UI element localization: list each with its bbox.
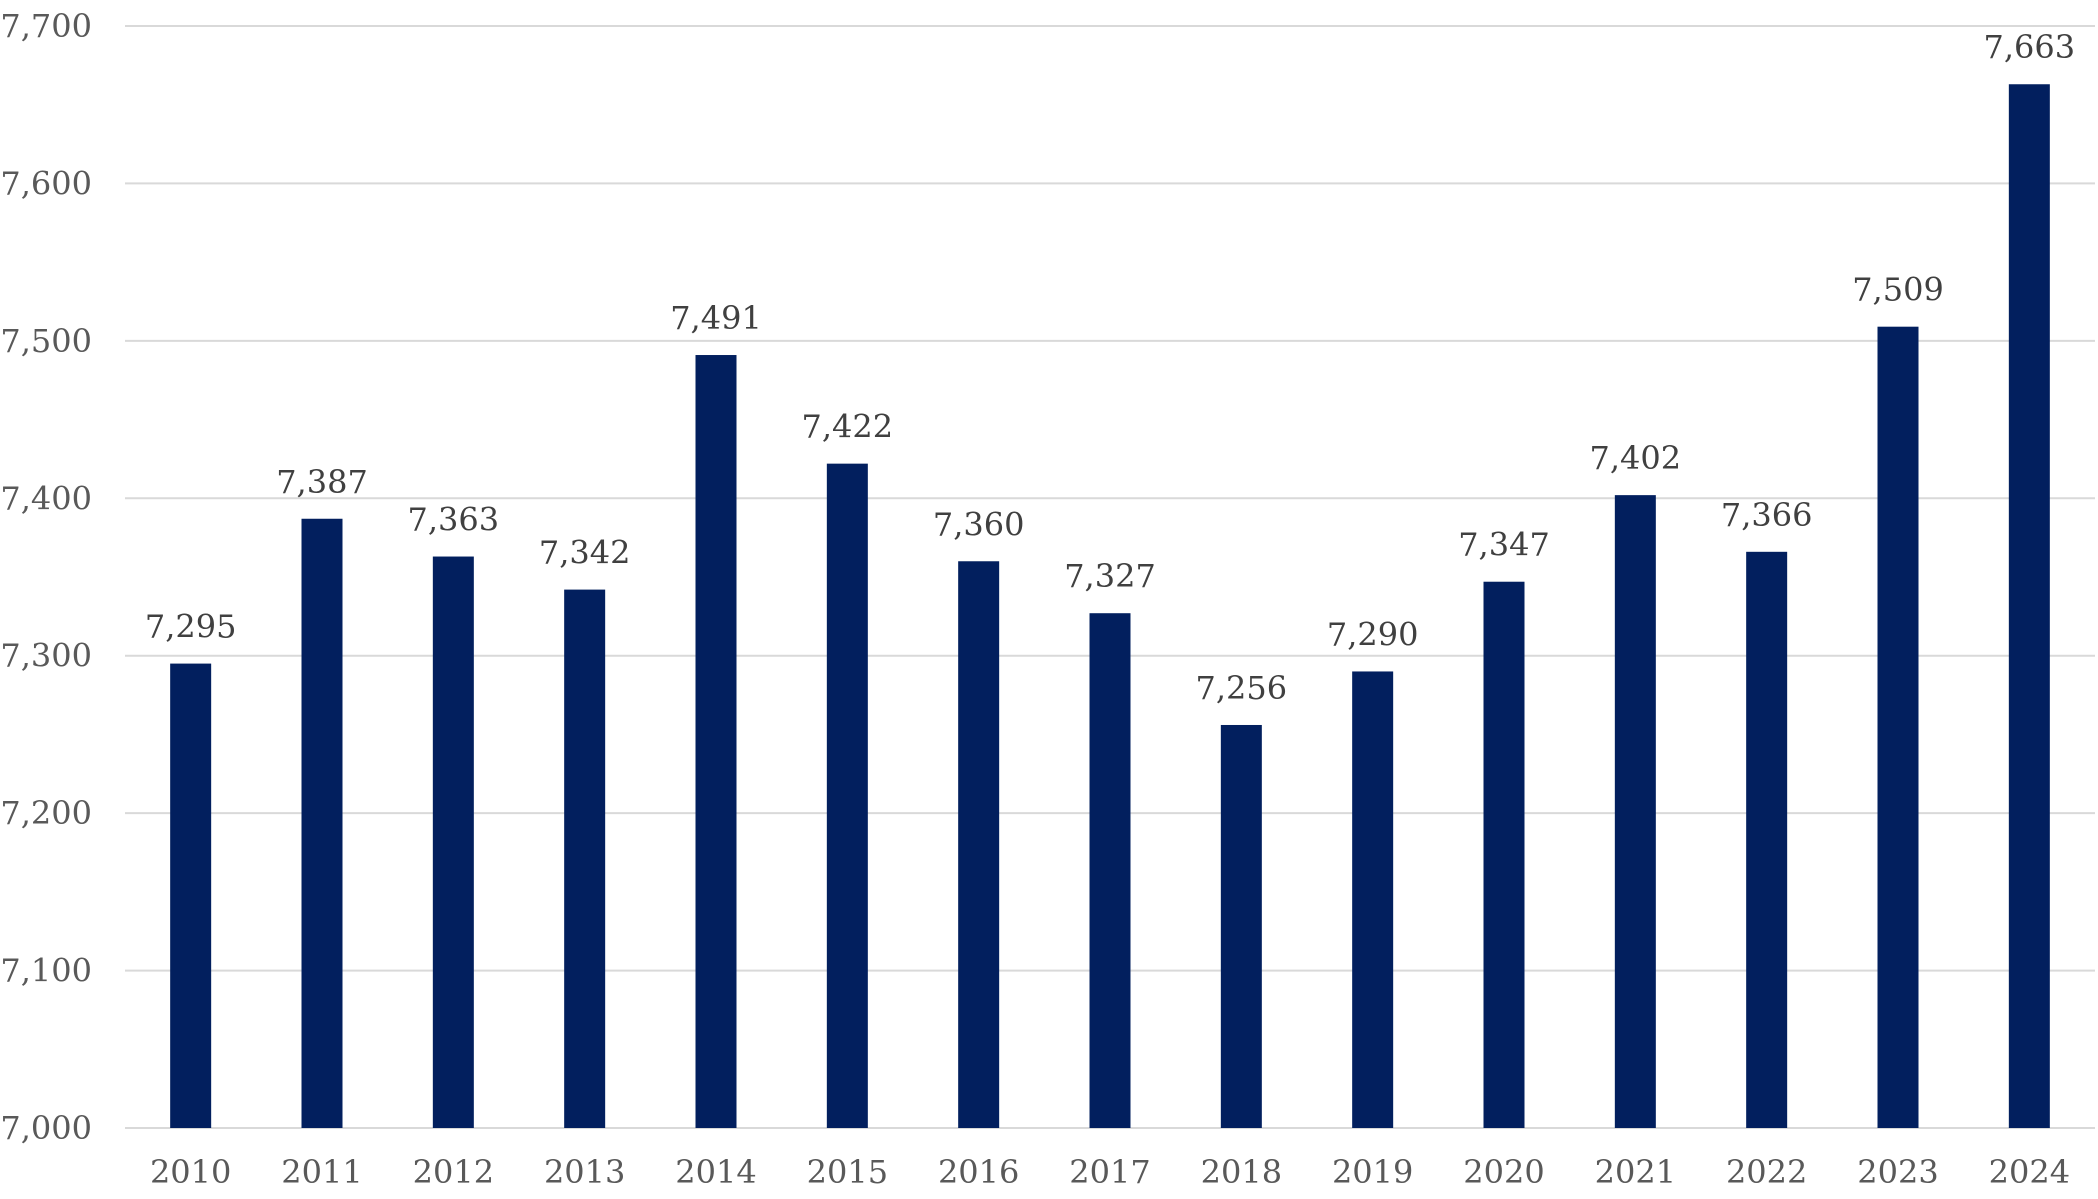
data-label-2024: 7,663 — [1984, 28, 2076, 66]
bar-2021 — [1614, 495, 1656, 1128]
bar-2017 — [1089, 613, 1131, 1128]
data-label-2014: 7,491 — [670, 299, 762, 337]
bar-2024 — [2008, 84, 2050, 1129]
bar-2023 — [1877, 326, 1919, 1128]
x-tick-label-2010: 2010 — [150, 1153, 231, 1191]
x-tick-label-2022: 2022 — [1726, 1153, 1807, 1191]
x-tick-label-2018: 2018 — [1201, 1153, 1282, 1191]
data-label-2020: 7,347 — [1458, 526, 1550, 564]
data-label-2010: 7,295 — [145, 608, 237, 646]
bar-2010 — [170, 663, 212, 1128]
data-labels: 7,295 7,387 7,363 7,342 7,491 7,422 7,360 7,327… — [145, 28, 2075, 707]
data-label-2023: 7,509 — [1852, 271, 1944, 309]
x-tick-label-2019: 2019 — [1332, 1153, 1413, 1191]
data-label-2011: 7,387 — [276, 463, 368, 501]
x-tick-label-2021: 2021 — [1595, 1153, 1676, 1191]
bar-2016 — [958, 561, 1000, 1128]
x-tick-label-2015: 2015 — [807, 1153, 888, 1191]
bar-2020 — [1483, 581, 1525, 1128]
x-tick-label-2024: 2024 — [1989, 1153, 2070, 1191]
y-tick-label: 7,000 — [0, 1109, 92, 1147]
data-label-2022: 7,366 — [1721, 496, 1813, 534]
y-tick-label: 7,700 — [0, 7, 92, 45]
x-tick-label-2014: 2014 — [675, 1153, 756, 1191]
bar-2018 — [1220, 724, 1262, 1128]
bar-2014 — [695, 355, 737, 1128]
bar-2015 — [826, 463, 868, 1128]
y-tick-label: 7,400 — [0, 479, 92, 517]
x-tick-label-2011: 2011 — [281, 1153, 362, 1191]
x-tick-label-2013: 2013 — [544, 1153, 625, 1191]
data-label-2021: 7,402 — [1590, 439, 1682, 477]
bar-2022 — [1746, 551, 1788, 1128]
data-label-2016: 7,360 — [933, 505, 1025, 543]
data-label-2015: 7,422 — [802, 408, 894, 446]
x-tick-label-2012: 2012 — [413, 1153, 494, 1191]
bars — [170, 84, 2050, 1129]
bar-2011 — [301, 518, 343, 1128]
y-axis: 7,000 7,100 7,200 7,300 7,400 7,500 7,600 7,700 — [0, 7, 92, 1147]
y-tick-label: 7,200 — [0, 794, 92, 832]
x-tick-label-2023: 2023 — [1857, 1153, 1938, 1191]
data-label-2019: 7,290 — [1327, 615, 1419, 653]
x-tick-label-2016: 2016 — [938, 1153, 1019, 1191]
x-tick-label-2020: 2020 — [1463, 1153, 1544, 1191]
data-label-2013: 7,342 — [539, 534, 631, 572]
bar-2012 — [432, 556, 474, 1128]
y-tick-label: 7,500 — [0, 322, 92, 360]
data-label-2017: 7,327 — [1064, 557, 1156, 595]
data-label-2018: 7,256 — [1196, 669, 1288, 707]
x-tick-label-2017: 2017 — [1069, 1153, 1150, 1191]
bar-2013 — [564, 589, 606, 1128]
y-tick-label: 7,600 — [0, 164, 92, 202]
x-axis: 2010 2011 2012 2013 2014 2015 2016 2017 2018 2019… — [150, 1153, 2070, 1191]
y-tick-label: 7,100 — [0, 952, 92, 990]
data-label-2012: 7,363 — [408, 501, 500, 539]
y-tick-label: 7,300 — [0, 637, 92, 675]
bar-2019 — [1352, 671, 1394, 1128]
